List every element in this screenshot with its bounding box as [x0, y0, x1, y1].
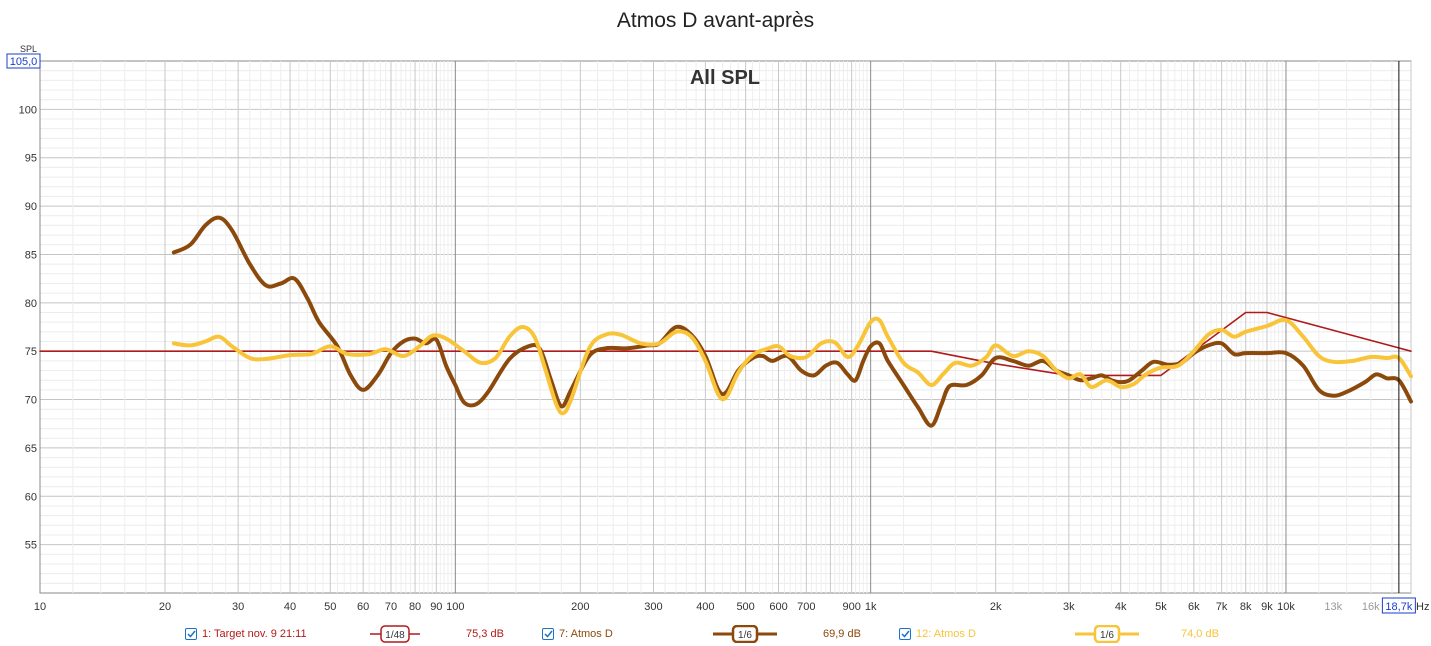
x-tick-label: 70: [385, 601, 397, 613]
grid: [39, 61, 1412, 593]
x-tick-label: 600: [769, 601, 787, 613]
x-tick-label: 8k: [1240, 601, 1252, 613]
x-cursor-readout-box[interactable]: [1381, 597, 1416, 614]
x-axis-unit: Hz: [1416, 601, 1429, 613]
legend-checkbox-atmos-d-12[interactable]: [899, 628, 911, 640]
x-tick-label: 40: [284, 601, 296, 613]
legend-entry-atmos-d-12[interactable]: 12: Atmos D: [899, 624, 976, 644]
legend-level-atmos-d-7: 69,9 dB: [823, 628, 861, 640]
smoothing-label-atmos-d-7: 1/6: [738, 630, 752, 641]
checkmark-icon: [543, 630, 553, 638]
y-tick-label: 70: [25, 395, 37, 407]
y-tick-label: 95: [25, 153, 37, 165]
x-tick-label: 100: [446, 601, 464, 613]
x-tick-label: 16k: [1362, 601, 1380, 613]
legend-entry-atmos-d-7[interactable]: 7: Atmos D: [542, 624, 613, 644]
x-tick-label: 60: [357, 601, 369, 613]
x-tick-label: 90: [430, 601, 442, 613]
x-tick-label: 7k: [1216, 601, 1228, 613]
x-tick-label: 13k: [1324, 601, 1342, 613]
y-axis: 55 60 65 70 75 80 85 90 95 100: [19, 104, 37, 551]
x-tick-label: 30: [232, 601, 244, 613]
y-tick-label: 90: [25, 201, 37, 213]
x-tick-label: 9k: [1261, 601, 1273, 613]
x-tick-label: 2k: [990, 601, 1002, 613]
y-tick-label: 80: [25, 298, 37, 310]
legend-entry-target[interactable]: 1: Target nov. 9 21:11: [185, 624, 307, 644]
x-tick-label: 10: [34, 601, 46, 613]
x-tick-label: 300: [644, 601, 662, 613]
x-tick-label: 3k: [1063, 601, 1075, 613]
series-line-1: [39, 311, 1412, 377]
x-tick-label: 5k: [1155, 601, 1167, 613]
smoothing-label-target: 1/48: [385, 630, 405, 641]
legend-label-atmos-d-7: 7: Atmos D: [559, 628, 613, 640]
y-tick-label: 100: [19, 104, 37, 116]
y-top-readout: 105,0: [10, 56, 38, 68]
y-tick-label: 65: [25, 443, 37, 455]
smoothing-badge-atmos-d-7[interactable]: 1/6: [713, 625, 777, 643]
x-tick-label: 50: [324, 601, 336, 613]
legend-checkbox-target[interactable]: [185, 628, 197, 640]
y-tick-label: 85: [25, 249, 37, 261]
x-tick-label: 20: [159, 601, 171, 613]
x-cursor-readout: 18,7k: [1385, 601, 1412, 613]
x-tick-label: 4k: [1115, 601, 1127, 613]
y-axis-label: SPL: [20, 44, 37, 54]
legend-checkbox-atmos-d-7[interactable]: [542, 628, 554, 640]
chart-title: Atmos D avant-après: [616, 9, 815, 32]
legend-level-atmos-d-12: 74,0 dB: [1181, 628, 1219, 640]
series-layer: [39, 215, 1413, 428]
smoothing-badge-target[interactable]: 1/48: [370, 625, 420, 643]
x-tick-label: 1k: [865, 601, 877, 613]
y-top-readout-box[interactable]: [6, 53, 41, 69]
plot-annotation: All SPL: [690, 67, 760, 89]
x-tick-label: 700: [797, 601, 815, 613]
legend-label-target: 1: Target nov. 9 21:11: [202, 628, 307, 640]
x-tick-label: 500: [736, 601, 754, 613]
smoothing-badge-atmos-d-12[interactable]: 1/6: [1075, 625, 1139, 643]
x-tick-label: 400: [696, 601, 714, 613]
x-tick-label: 900: [842, 601, 860, 613]
legend-label-atmos-d-12: 12: Atmos D: [916, 628, 976, 640]
x-tick-label: 80: [409, 601, 421, 613]
smoothing-label-atmos-d-12: 1/6: [1100, 630, 1114, 641]
x-axis: 10 20 30 40 50 60 70 80 90 100 200 300 400 500 600 700 9…: [34, 601, 1380, 613]
x-tick-label: 6k: [1188, 601, 1200, 613]
checkmark-icon: [186, 630, 196, 638]
x-tick-label: 10k: [1277, 601, 1295, 613]
checkmark-icon: [900, 630, 910, 638]
series-line-3: [171, 316, 1413, 416]
y-tick-label: 75: [25, 346, 37, 358]
y-tick-label: 55: [25, 540, 37, 552]
x-tick-label: 200: [571, 601, 589, 613]
legend-level-target: 75,3 dB: [466, 628, 504, 640]
y-tick-label: 60: [25, 491, 37, 503]
